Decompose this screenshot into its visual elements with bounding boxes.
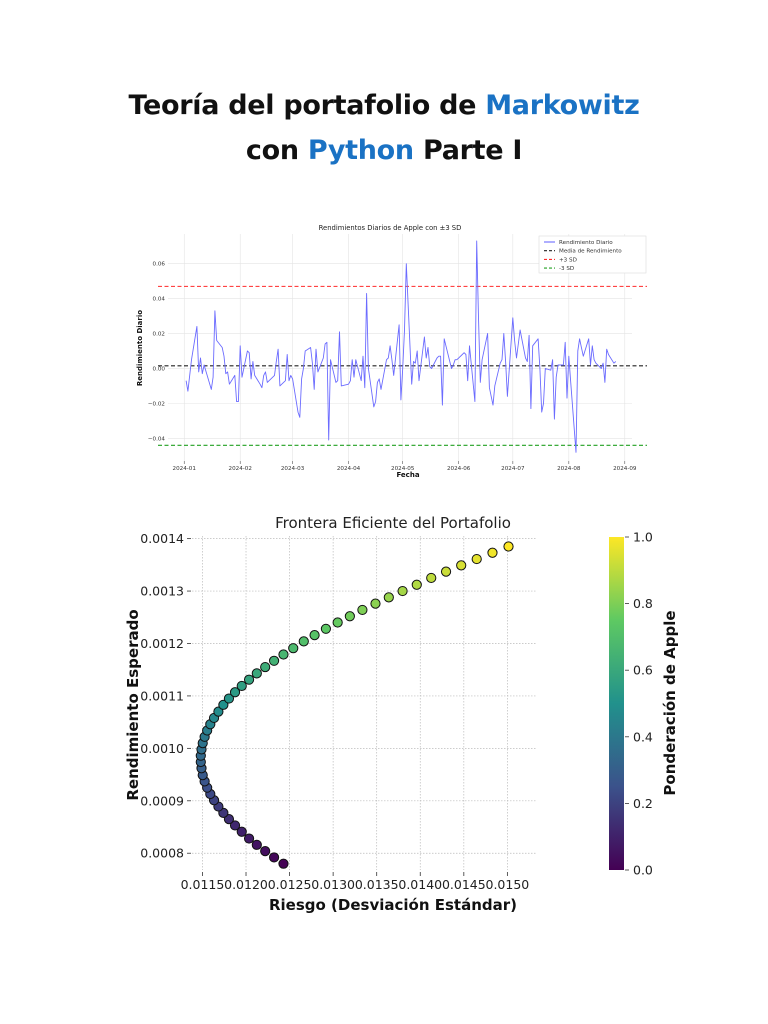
frontier-point	[229, 820, 241, 831]
title-text: Parte I	[413, 135, 523, 166]
y-tick-label: 0.0008	[140, 846, 184, 861]
frontier-point	[426, 572, 437, 584]
frontier-point	[298, 636, 309, 647]
y-tick-label: −0.04	[148, 436, 166, 442]
frontier-point	[320, 623, 332, 634]
y-tick-label: 0.04	[153, 297, 166, 303]
x-tick-label: 2024-03	[281, 466, 305, 472]
frontier-point	[251, 668, 262, 679]
y-tick-label: 0.0010	[140, 741, 184, 756]
colorbar-tick-label: 0.6	[633, 663, 653, 678]
x-tick-label: 2024-02	[229, 466, 252, 472]
x-tick-label: 2024-04	[337, 466, 361, 472]
colorbar-tick-label: 1.0	[633, 530, 653, 545]
frontier-point	[288, 643, 299, 654]
y-tick-label: 0.0012	[140, 636, 184, 651]
frontier-point	[278, 649, 289, 660]
colorbar-tick-label: 0.2	[633, 796, 653, 811]
colorbar-tick-label: 0.8	[633, 596, 653, 611]
x-tick-label: 2024-05	[391, 466, 415, 472]
y-tick-label: 0.0014	[140, 531, 184, 546]
x-tick-label: 2024-09	[613, 466, 637, 472]
x-tick-label: 0.0150	[486, 877, 530, 892]
title-text: Teoría del portafolio de	[128, 90, 486, 121]
x-tick-label: 2024-06	[447, 466, 471, 472]
daily-return-line	[185, 240, 617, 453]
x-tick-label: 0.0145	[442, 877, 486, 892]
y-tick-label: 0.0009	[140, 793, 184, 808]
frontier-point	[383, 592, 394, 603]
title-text: con	[245, 135, 308, 166]
frontier-point	[236, 826, 247, 837]
legend-label: Media de Rendimiento	[559, 249, 622, 255]
chart-title: Frontera Eficiente del Portafolio	[275, 514, 511, 532]
frontier-point	[344, 611, 355, 622]
colorbar-tick-label: 0.0	[633, 863, 653, 878]
document-title-line-1: Teoría del portafolio de Markowitz	[0, 90, 768, 121]
x-tick-label: 0.0115	[181, 877, 225, 892]
colorbar-label: Ponderación de Apple	[661, 610, 679, 795]
x-axis-label: Riesgo (Desviación Estándar)	[269, 896, 517, 914]
y-tick-label: 0.0013	[140, 584, 184, 599]
y-axis-label: Rendimiento Diario	[136, 310, 144, 386]
y-tick-label: −0.02	[148, 401, 165, 407]
frontier-point	[440, 566, 452, 577]
frontier-point	[243, 674, 255, 685]
y-tick-label: 0.00	[153, 366, 166, 372]
x-tick-label: 0.0130	[311, 877, 355, 892]
frontier-point	[278, 858, 289, 869]
frontier-point	[223, 814, 235, 825]
x-tick-label: 0.0120	[224, 877, 268, 892]
frontier-point	[332, 617, 343, 628]
y-tick-label: 0.06	[153, 262, 166, 268]
daily-returns-chart: 2024-01 2024-02 2024-03 2024-04 2024-05 2024-…	[136, 224, 647, 479]
frontier-point	[243, 833, 255, 844]
frontier-point	[260, 661, 271, 673]
frontier-point	[229, 687, 241, 698]
x-tick-label: 2024-01	[173, 466, 197, 472]
x-tick-label: 0.0135	[355, 877, 399, 892]
y-tick-label: 0.02	[153, 332, 165, 338]
legend-label: Rendimiento Diario	[559, 240, 613, 246]
legend-label: -3 SD	[559, 266, 574, 272]
legend-box	[538, 235, 647, 274]
title-highlight-python: Python	[307, 135, 414, 166]
frontier-point	[503, 541, 514, 552]
legend: Rendimiento Diario Media de Rendimiento +3…	[538, 235, 647, 274]
x-axis-label: Fecha	[396, 471, 419, 479]
colorbar	[609, 537, 624, 870]
frontier-point	[223, 693, 235, 704]
colorbar-tick-label: 0.4	[633, 729, 653, 744]
y-tick-label: 0.0011	[140, 688, 184, 703]
frontier-point	[471, 553, 482, 565]
x-tick-label: 0.0140	[398, 877, 442, 892]
frontier-point	[397, 585, 408, 597]
frontier-point	[268, 655, 280, 666]
x-tick-label: 2024-08	[557, 466, 581, 472]
frontier-point	[456, 560, 467, 571]
frontier-point	[357, 604, 368, 616]
frontier-point	[370, 598, 381, 609]
frontier-point	[487, 547, 498, 558]
frontier-point	[218, 699, 229, 710]
chart-title: Rendimientos Diarios de Apple con ±3 SD	[319, 224, 462, 232]
x-tick-label: 2024-07	[501, 466, 525, 472]
title-highlight-markowitz: Markowitz	[485, 90, 640, 121]
frontier-point	[251, 839, 262, 850]
frontier-point	[260, 846, 271, 857]
document-title-line-2: con Python Parte I	[0, 135, 768, 166]
frontier-point	[213, 706, 224, 717]
x-tick-label: 0.0125	[268, 877, 312, 892]
y-axis-label: Rendimiento Esperado	[124, 609, 142, 800]
frontier-point	[268, 852, 280, 863]
frontier-point	[309, 629, 320, 641]
frontier-point	[411, 579, 422, 590]
frontier-point	[236, 680, 247, 692]
legend-label: +3 SD	[559, 257, 577, 263]
